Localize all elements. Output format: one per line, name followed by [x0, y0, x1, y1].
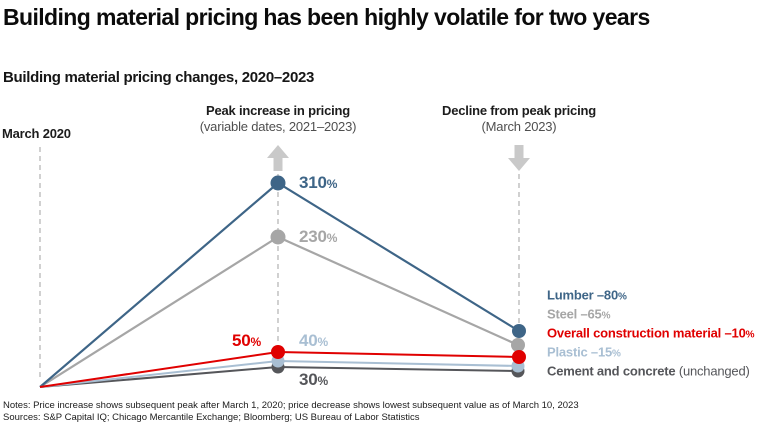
value-label-overall-peak: 50% — [232, 331, 261, 351]
x-label-decline-sub: (March 2023) — [481, 119, 557, 134]
chart-subtitle: Building material pricing changes, 2020–… — [3, 69, 315, 86]
legend-item-lumber: Lumber –80% — [547, 288, 627, 303]
percent-sign: % — [745, 329, 755, 341]
percent-sign: % — [317, 374, 329, 388]
value-label-plastic-peak: 40% — [299, 331, 328, 351]
percent-sign: % — [326, 177, 338, 191]
dot-overall-peak — [271, 345, 285, 359]
dot-lumber-peak — [270, 175, 286, 191]
dot-lumber-end — [512, 324, 526, 338]
value-plastic: 40 — [299, 331, 318, 350]
x-label-peak-increase-title: Peak increase in pricing — [205, 103, 351, 118]
page-title: Building material pricing has been highl… — [3, 4, 650, 30]
x-label-march-2020: March 2020 — [2, 126, 71, 141]
legend-item-cement: Cement and concrete (unchanged) — [547, 364, 750, 379]
legend-lumber-text: Lumber –80 — [547, 287, 618, 303]
sources-line: Sources: S&P Capital IQ; Chicago Mercant… — [3, 412, 420, 423]
notes-line: Notes: Price increase shows subsequent p… — [3, 400, 579, 411]
legend-plastic-text: Plastic –15 — [547, 344, 613, 360]
legend-steel-text: Steel –65 — [547, 306, 602, 322]
percent-sign: % — [250, 335, 262, 349]
value-overall: 50 — [232, 331, 251, 350]
percent-sign: % — [617, 291, 627, 303]
down-arrow-icon — [508, 145, 530, 171]
legend-overall-text: Overall construction material –10 — [547, 325, 746, 341]
percent-sign: % — [317, 335, 329, 349]
value-steel: 230 — [299, 227, 327, 246]
footnotes: Notes: Price increase shows subsequent p… — [3, 400, 579, 424]
x-label-decline: Decline from peak pricing (March 2023) — [442, 103, 596, 135]
value-lumber: 310 — [299, 173, 327, 192]
x-label-peak-increase-sub: (variable dates, 2021–2023) — [199, 119, 357, 134]
value-label-steel-peak: 230% — [299, 227, 337, 247]
dot-steel-peak — [270, 229, 286, 245]
legend-item-plastic: Plastic –15% — [547, 345, 621, 360]
percent-sign: % — [601, 310, 611, 322]
legend-cement-text: Cement and concrete — [547, 363, 676, 379]
legend-item-steel: Steel –65% — [547, 307, 610, 322]
legend-cement-suffix: (unchanged) — [675, 363, 750, 379]
x-label-peak-increase: Peak increase in pricing (variable dates… — [200, 103, 357, 135]
dot-overall-end — [512, 350, 526, 364]
up-arrow-icon — [267, 145, 289, 171]
percent-sign: % — [612, 348, 621, 360]
x-label-decline-title: Decline from peak pricing — [442, 103, 596, 118]
percent-sign: % — [326, 231, 338, 245]
value-label-lumber-peak: 310% — [299, 173, 337, 193]
value-label-cement-peak: 30% — [299, 370, 328, 390]
legend-item-overall: Overall construction material –10% — [547, 325, 755, 341]
dot-steel-end — [511, 338, 525, 352]
value-cement: 30 — [299, 370, 318, 389]
